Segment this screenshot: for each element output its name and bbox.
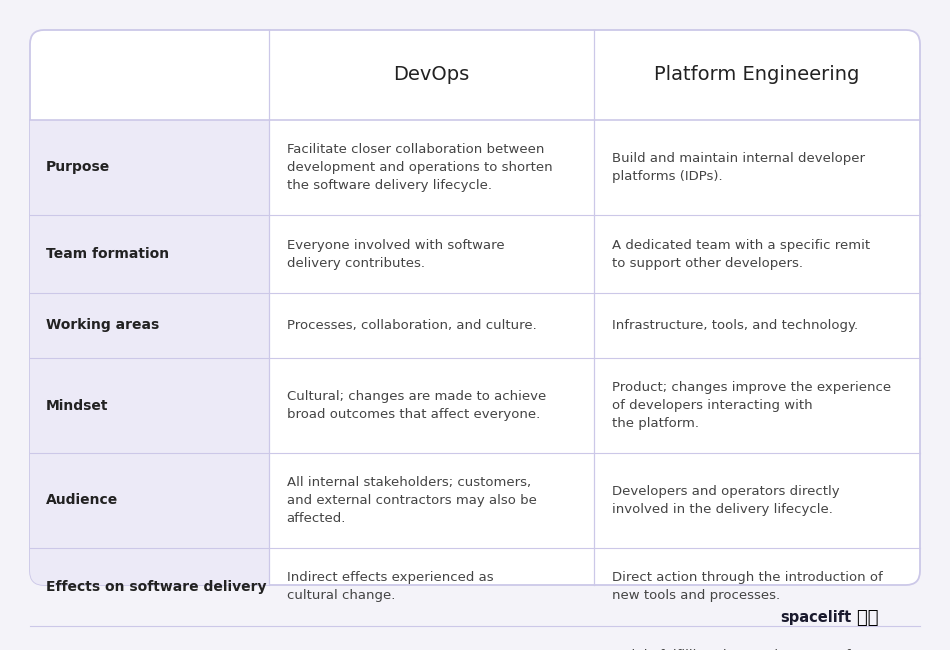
Text: DevOps: DevOps xyxy=(393,66,469,84)
Text: Indirect effects experienced as
cultural change.: Indirect effects experienced as cultural… xyxy=(287,571,493,603)
Bar xyxy=(30,358,269,453)
Text: Facilitate closer collaboration between
development and operations to shorten
th: Facilitate closer collaboration between … xyxy=(287,143,552,192)
Text: spacelift: spacelift xyxy=(780,610,851,625)
Text: Direct action through the introduction of
new tools and processes.: Direct action through the introduction o… xyxy=(612,571,883,603)
Bar xyxy=(30,453,269,548)
Text: Build and maintain internal developer
platforms (IDPs).: Build and maintain internal developer pl… xyxy=(612,152,865,183)
Bar xyxy=(30,293,269,358)
Text: Audience: Audience xyxy=(46,493,118,508)
Bar xyxy=(30,548,269,626)
FancyBboxPatch shape xyxy=(30,30,920,585)
Text: Team formation: Team formation xyxy=(46,247,169,261)
Bar xyxy=(30,626,269,650)
Text: All internal stakeholders; customers,
and external contractors may also be
affec: All internal stakeholders; customers, an… xyxy=(287,476,537,525)
Text: 🧑‍🚀: 🧑‍🚀 xyxy=(857,608,879,627)
Text: Working areas: Working areas xyxy=(46,318,160,333)
Text: Everyone involved with software
delivery contributes.: Everyone involved with software delivery… xyxy=(287,239,504,270)
Text: Infrastructure, tools, and technology.: Infrastructure, tools, and technology. xyxy=(612,319,859,332)
Text: Effects on software delivery: Effects on software delivery xyxy=(46,580,267,594)
Bar xyxy=(30,120,269,215)
Text: Mindset: Mindset xyxy=(46,398,108,413)
Text: Developers and operators directly
involved in the delivery lifecycle.: Developers and operators directly involv… xyxy=(612,485,840,516)
Text: Cultural; changes are made to achieve
broad outcomes that affect everyone.: Cultural; changes are made to achieve br… xyxy=(287,390,545,421)
Text: Purpose: Purpose xyxy=(46,161,110,174)
Bar xyxy=(30,215,269,293)
Text: A dedicated team with a specific remit
to support other developers.: A dedicated team with a specific remit t… xyxy=(612,239,870,270)
Text: Platform Engineering: Platform Engineering xyxy=(655,66,860,84)
Text: Product; changes improve the experience
of developers interacting with
the platf: Product; changes improve the experience … xyxy=(612,381,891,430)
Text: Processes, collaboration, and culture.: Processes, collaboration, and culture. xyxy=(287,319,536,332)
Text: Mainly fulfilling the requirements of
developers and operators from
the build st: Mainly fulfilling the requirements of de… xyxy=(612,649,851,650)
